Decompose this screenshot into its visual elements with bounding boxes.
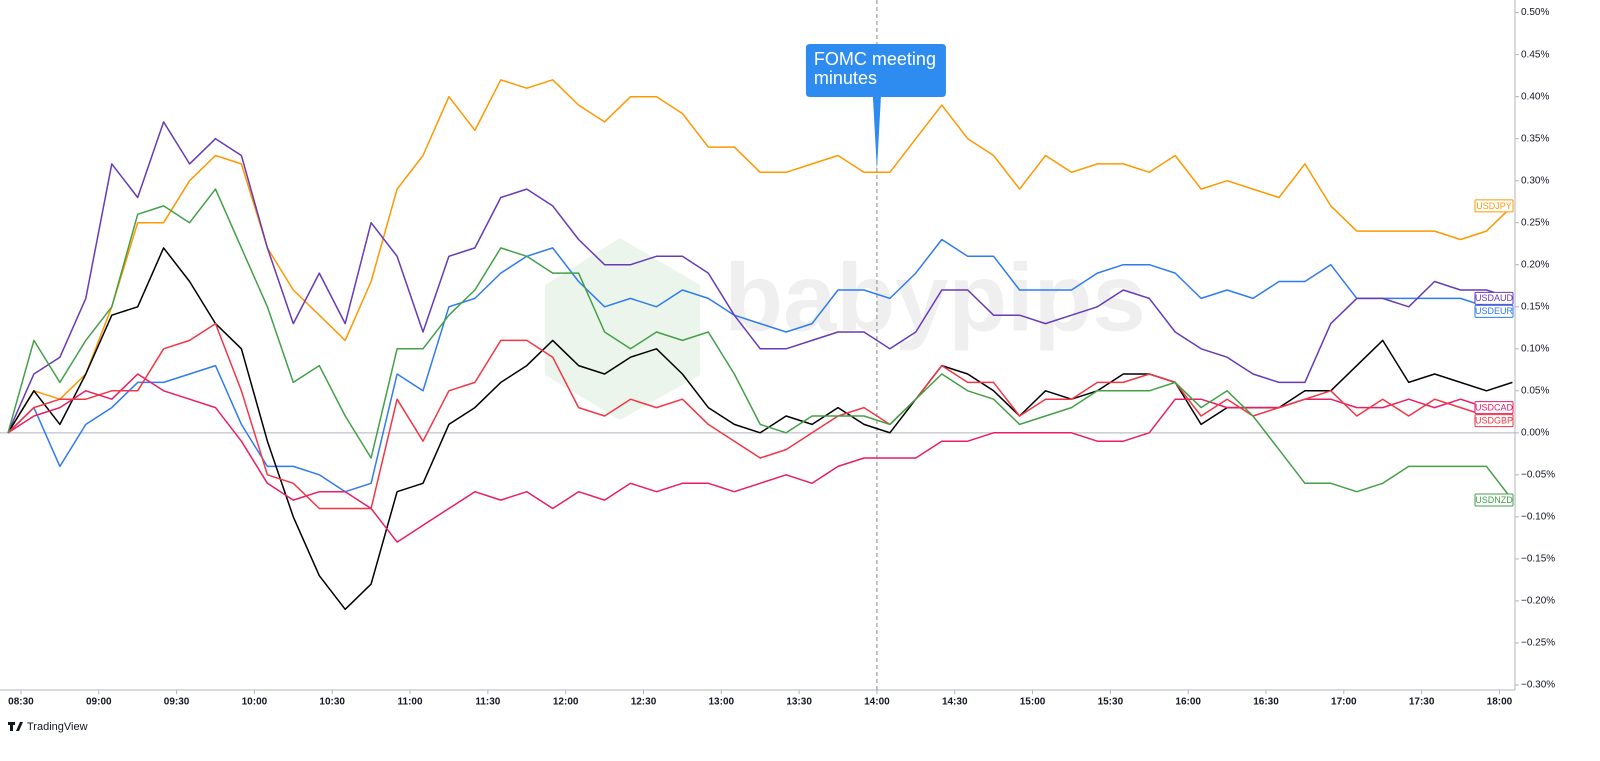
y-tick-label: −0.30% — [1521, 680, 1555, 691]
footer-logo — [8, 722, 23, 731]
series-line — [7, 188, 1513, 501]
watermark: babypips — [724, 244, 1145, 351]
legend-tag-box — [1474, 414, 1514, 428]
series-line — [7, 373, 1513, 543]
series-line — [7, 121, 1513, 434]
y-tick-label: 0.30% — [1521, 175, 1549, 186]
y-tick-label: 0.35% — [1521, 133, 1549, 144]
x-tick-label: 10:00 — [242, 697, 268, 708]
x-tick-label: 16:00 — [1175, 697, 1201, 708]
legend-tag: USDCAD — [1474, 401, 1514, 415]
annotation-text: minutes — [814, 68, 877, 88]
legend-tag-box — [1474, 291, 1514, 305]
annotation-text: FOMC meeting — [814, 49, 936, 69]
series-line — [7, 322, 1513, 510]
x-tick-label: 09:30 — [164, 697, 190, 708]
legend-label: USDEUR — [1475, 306, 1514, 316]
y-tick-label: −0.15% — [1521, 554, 1555, 565]
legend-label: USDCAD — [1475, 402, 1514, 412]
x-tick-label: 15:30 — [1098, 697, 1124, 708]
x-tick-label: 17:30 — [1409, 697, 1435, 708]
footer-text: TradingView — [27, 721, 88, 733]
y-tick-label: 0.50% — [1521, 7, 1549, 18]
y-tick-label: 0.45% — [1521, 49, 1549, 60]
legend-label: USDNZD — [1475, 495, 1513, 505]
x-tick-label: 11:00 — [398, 697, 423, 708]
x-tick-label: 17:00 — [1331, 697, 1357, 708]
legend-tag: USDJPY — [1474, 199, 1514, 213]
x-tick-label: 13:30 — [786, 697, 812, 708]
y-tick-label: −0.05% — [1521, 469, 1555, 480]
y-tick-label: 0.10% — [1521, 343, 1549, 354]
y-tick-label: −0.20% — [1521, 596, 1555, 607]
legend-tag-box — [1474, 199, 1514, 213]
legend-label: USDGBP — [1475, 415, 1513, 425]
legend-tag: USDNZD — [1474, 493, 1514, 507]
series-line — [7, 238, 1513, 493]
x-tick-label: 08:30 — [8, 697, 34, 708]
legend-tag: USDGBP — [1474, 414, 1514, 428]
legend-tag-box — [1474, 304, 1514, 318]
legend-label: USDAUD — [1475, 293, 1514, 303]
series-line — [7, 79, 1513, 434]
x-tick-label: 12:00 — [553, 697, 579, 708]
y-tick-label: 0.15% — [1521, 301, 1549, 312]
x-tick-label: 12:30 — [631, 697, 657, 708]
x-tick-label: 11:30 — [475, 697, 500, 708]
x-tick-label: 15:00 — [1020, 697, 1046, 708]
y-tick-label: 0.25% — [1521, 217, 1549, 228]
x-tick-label: 14:30 — [942, 697, 968, 708]
legend-tag-box — [1474, 401, 1514, 415]
x-tick-label: 18:00 — [1487, 697, 1513, 708]
legend-tag: USDEUR — [1474, 304, 1514, 318]
annotation-box — [805, 44, 946, 171]
x-tick-label: 10:30 — [319, 697, 345, 708]
y-tick-label: 0.05% — [1521, 385, 1549, 396]
legend-label: USDJPY — [1476, 201, 1512, 211]
y-tick-label: −0.10% — [1521, 512, 1555, 523]
y-tick-label: 0.20% — [1521, 259, 1549, 270]
legend-tag-box — [1474, 493, 1514, 507]
x-tick-label: 16:30 — [1253, 697, 1279, 708]
legend-tag: USDAUD — [1474, 291, 1514, 305]
x-tick-label: 13:00 — [709, 697, 735, 708]
y-tick-label: −0.25% — [1521, 638, 1555, 649]
y-tick-label: 0.00% — [1521, 427, 1549, 438]
x-tick-label: 09:00 — [86, 697, 112, 708]
y-tick-label: 0.40% — [1521, 91, 1549, 102]
x-tick-label: 14:00 — [864, 697, 890, 708]
